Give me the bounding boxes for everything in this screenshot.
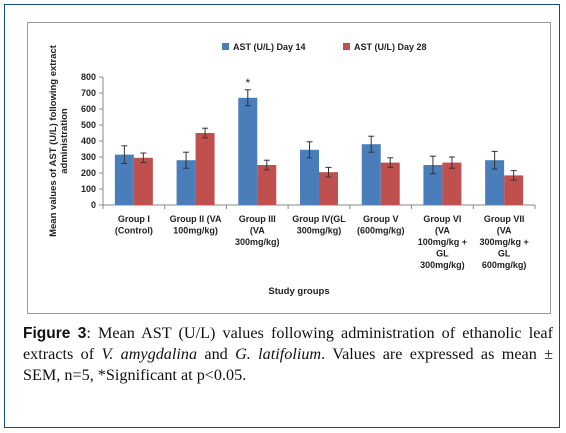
- x-category-label: 300mg/kg): [297, 226, 342, 236]
- figure-label: Figure 3: [23, 325, 87, 342]
- x-category-label: Group VII: [484, 214, 525, 224]
- y-axis-title: administration: [59, 108, 70, 174]
- caption-text-2: . Values are expressed as mean ± SEM, n=…: [23, 345, 554, 384]
- x-category-label: Group III: [239, 214, 276, 224]
- chart-area: 0 100 200 300 400 500 600 700 800 * Group I (Contro…: [27, 22, 551, 314]
- y-axis-title: Mean values of AST (U/L) following extra…: [48, 44, 59, 237]
- caption-and: and: [197, 345, 236, 363]
- x-category-label: GL: [436, 249, 449, 259]
- x-category-label: GL: [498, 249, 511, 259]
- x-category-label: Group IV(GL: [292, 214, 346, 224]
- x-category-label: (VA: [435, 226, 450, 236]
- bar-day28: [380, 162, 400, 205]
- x-axis-title: Study groups: [268, 286, 329, 297]
- significance-marker: *: [245, 76, 250, 90]
- bar-day14: [361, 144, 381, 205]
- bar-day14: [238, 97, 258, 205]
- x-category-label: Group V: [363, 214, 399, 224]
- legend-label: AST (U/L) Day 14: [233, 42, 306, 52]
- y-tick-label: 400: [81, 136, 96, 146]
- caption-species-1: V. amygdalina: [101, 345, 198, 363]
- bar-day28: [504, 175, 524, 205]
- figure-frame: 0 100 200 300 400 500 600 700 800 * Group I (Contro…: [4, 4, 560, 428]
- bar-day14: [300, 149, 319, 205]
- caption-species-2: G. latifolium: [235, 345, 322, 363]
- x-category-label: (Control): [115, 226, 153, 236]
- x-category-label: (600mg/kg): [357, 226, 405, 236]
- bar-day14: [176, 160, 196, 205]
- bar-day14: [485, 160, 505, 205]
- y-tick-label: 100: [81, 184, 96, 194]
- x-category-label: 100mg/kg +: [418, 237, 467, 247]
- caption-colon: :: [86, 324, 91, 342]
- bar-day28: [319, 172, 338, 205]
- caption-text-1: Mean AST (U/L) values following administ…: [23, 324, 553, 363]
- bar-day14: [423, 165, 443, 205]
- x-category-label: 600mg/kg): [482, 260, 527, 270]
- x-category-label: Group I: [118, 214, 150, 224]
- bar-day28: [442, 162, 462, 205]
- x-category-label: 300mg/kg +: [480, 237, 529, 247]
- y-tick-label: 600: [81, 104, 96, 114]
- y-tick-label: 200: [81, 168, 96, 178]
- y-tick-label: 700: [81, 88, 96, 98]
- y-tick-label: 500: [81, 120, 96, 130]
- y-tick-label: 0: [91, 200, 96, 210]
- y-tick-label: 300: [81, 152, 96, 162]
- bar-chart: 0 100 200 300 400 500 600 700 800 * Group I (Contro…: [48, 42, 536, 297]
- x-category-label: Group II (VA: [170, 214, 222, 224]
- x-category-label: 100mg/kg): [173, 226, 218, 236]
- figure-caption: Figure 3: Mean AST (U/L) values followin…: [23, 323, 553, 386]
- x-category-label: (VA: [497, 226, 512, 236]
- x-category-label: 300mg/kg): [235, 237, 280, 247]
- bar-day14: [114, 154, 134, 205]
- x-category-label: Group VI: [423, 214, 461, 224]
- bar-day28: [195, 133, 215, 205]
- x-category-label: 300mg/kg): [420, 260, 465, 270]
- legend-swatch-day14: [222, 43, 229, 50]
- bar-day28: [133, 157, 153, 205]
- legend-label: AST (U/L) Day 28: [354, 42, 427, 52]
- legend-swatch-day28: [343, 43, 350, 50]
- y-tick-label: 800: [81, 72, 96, 82]
- x-category-label: (VA: [250, 226, 265, 236]
- bar-day28: [257, 165, 277, 205]
